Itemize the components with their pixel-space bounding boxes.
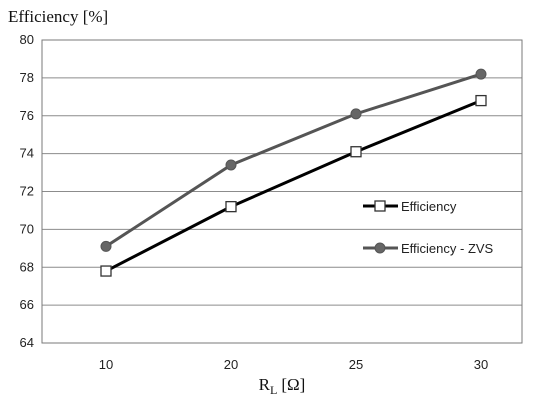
legend-label: Efficiency - ZVS bbox=[401, 241, 494, 256]
plot-area-border bbox=[41, 39, 523, 344]
series-line-1 bbox=[105, 99, 482, 273]
data-point bbox=[350, 146, 362, 158]
x-axis-title-main: R bbox=[259, 375, 271, 394]
y-tick-label: 64 bbox=[20, 335, 34, 350]
y-tick-label: 66 bbox=[20, 297, 34, 312]
data-point bbox=[350, 108, 362, 120]
x-tick-labels: 10 20 25 30 bbox=[99, 357, 488, 372]
series-group bbox=[100, 68, 487, 277]
y-tick-label: 70 bbox=[20, 221, 34, 236]
y-tick-label: 76 bbox=[20, 108, 34, 123]
x-tick-label: 30 bbox=[474, 357, 488, 372]
y-axis-title: Efficiency [%] bbox=[8, 7, 108, 26]
data-point bbox=[100, 240, 112, 252]
legend-label: Efficiency bbox=[401, 199, 457, 214]
legend-marker bbox=[374, 200, 386, 212]
x-axis-title-subscript: L bbox=[270, 383, 277, 397]
data-point bbox=[225, 200, 237, 213]
y-tick-labels: 64 66 68 70 72 74 76 78 80 bbox=[20, 32, 34, 350]
y-tick-label: 68 bbox=[20, 259, 34, 274]
grid-lines bbox=[42, 77, 522, 306]
y-tick-label: 80 bbox=[20, 32, 34, 47]
y-tick-label: 74 bbox=[20, 146, 34, 161]
x-tick-label: 10 bbox=[99, 357, 113, 372]
data-point bbox=[225, 159, 237, 171]
legend-marker bbox=[374, 242, 386, 254]
data-point bbox=[100, 265, 112, 277]
x-tick-label: 20 bbox=[224, 357, 238, 372]
data-point bbox=[475, 68, 487, 80]
y-tick-label: 78 bbox=[20, 70, 34, 85]
data-point bbox=[475, 94, 487, 107]
legend: Efficiency Efficiency - ZVS bbox=[363, 199, 494, 256]
x-axis-title-unit: [Ω] bbox=[281, 375, 305, 394]
y-tick-label: 72 bbox=[20, 184, 34, 199]
x-axis-title: RL [Ω] bbox=[259, 375, 306, 397]
x-tick-label: 25 bbox=[349, 357, 363, 372]
series-line-2 bbox=[105, 72, 482, 248]
